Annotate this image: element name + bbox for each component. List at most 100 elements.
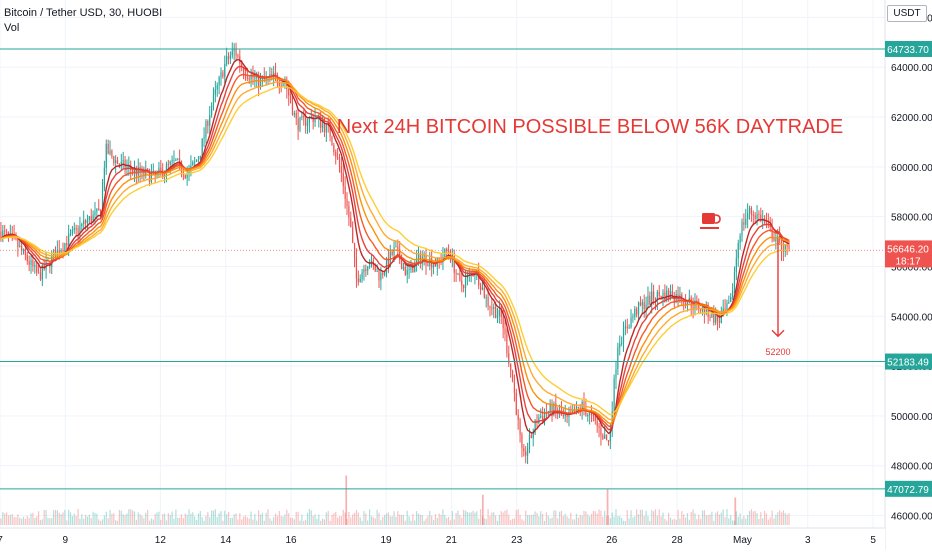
candle-body — [577, 406, 579, 408]
candle-body — [331, 136, 333, 146]
candle-body — [269, 73, 271, 77]
volume-bar — [547, 515, 549, 525]
candle-body — [179, 158, 181, 161]
volume-bar — [201, 517, 203, 525]
volume-bar — [728, 518, 730, 525]
candle-body — [748, 208, 751, 214]
volume-bar — [491, 512, 493, 525]
candle-body — [414, 262, 416, 273]
volume-bar — [628, 518, 630, 525]
volume-bar — [622, 520, 625, 525]
price-tick-label: 58000.00 — [891, 213, 932, 224]
candle-body — [22, 249, 25, 251]
candle-body — [666, 290, 668, 301]
ema-line — [0, 65, 790, 431]
volume-bar — [545, 512, 548, 525]
volume-bar — [666, 520, 668, 525]
last-price-tag-bg — [885, 240, 932, 268]
volume-bar — [391, 516, 393, 525]
candle-body — [745, 218, 747, 225]
candle-body — [709, 317, 711, 319]
candle-body — [634, 308, 636, 317]
volume-bar — [122, 514, 124, 525]
volume-bar — [493, 512, 495, 525]
volume-bar — [568, 518, 570, 525]
volume-bar — [573, 519, 576, 525]
volume-bar — [532, 514, 534, 525]
candle-body — [589, 413, 591, 416]
candle-body — [598, 426, 600, 428]
volume-bar — [429, 510, 431, 525]
volume-bar — [562, 515, 564, 525]
volume-bar — [698, 514, 700, 525]
volume-bar — [432, 519, 435, 525]
candle-body — [365, 269, 367, 271]
volume-bar — [83, 518, 85, 525]
time-tick-label: 26 — [606, 535, 618, 546]
level-tag-label: 64733.70 — [887, 45, 929, 56]
candle-body — [566, 415, 568, 417]
candle-body — [320, 116, 322, 128]
volume-bar — [711, 511, 713, 525]
volume-bar — [199, 510, 201, 525]
volume-bar — [611, 512, 613, 525]
volume-bar — [139, 514, 141, 525]
candle-body — [767, 223, 769, 225]
volume-bar — [709, 514, 711, 525]
candle-body — [241, 63, 243, 68]
volume-bar — [28, 518, 30, 525]
volume-bar — [555, 510, 557, 525]
candle-body — [84, 220, 87, 223]
annotations: Next 24H BITCOIN POSSIBLE BELOW 56K DAYT… — [337, 116, 843, 357]
candle-body — [122, 160, 124, 162]
candle-body — [611, 411, 613, 429]
volume-bar — [229, 518, 232, 525]
ema-line — [0, 86, 790, 416]
volume-bar — [54, 510, 57, 525]
candle-body — [295, 113, 297, 119]
volume-bar — [320, 520, 322, 525]
candle-body — [66, 243, 68, 246]
level-tag-bg — [885, 353, 932, 370]
candle-body — [647, 295, 649, 305]
volume-bar — [96, 513, 98, 525]
candle-body — [408, 269, 410, 271]
volume-bar — [741, 518, 743, 525]
volume-bar — [423, 520, 425, 525]
candle-body — [651, 291, 653, 305]
volume-bar — [658, 509, 660, 525]
candle-body — [573, 410, 576, 413]
candle-body — [94, 211, 96, 215]
volume-bar — [637, 514, 640, 525]
candle-body — [622, 327, 625, 343]
candle-body — [500, 309, 502, 317]
volume-bar — [325, 512, 327, 525]
candle-body — [107, 143, 109, 154]
volume-bar — [679, 518, 681, 525]
candle-body — [282, 83, 284, 86]
candle-body — [284, 83, 286, 85]
volume-bar — [577, 517, 579, 525]
time-tick-label: 9 — [63, 535, 69, 546]
time-tick-label: 19 — [381, 535, 393, 546]
candle-body — [34, 265, 36, 267]
volume-bar — [743, 515, 745, 525]
volume-bar — [754, 510, 756, 525]
candle-body — [115, 160, 117, 164]
volume-bar — [103, 515, 105, 525]
volume-bar — [737, 516, 739, 525]
currency-badge[interactable]: USDT — [887, 5, 927, 22]
volume-bar — [641, 509, 643, 525]
volume-bar — [318, 514, 320, 525]
volume-bar — [186, 514, 188, 525]
volume-bar — [530, 515, 532, 525]
time-tick-label: May — [733, 535, 752, 546]
candle-body — [62, 250, 64, 252]
volume-bar — [145, 512, 147, 525]
candle-body — [519, 419, 521, 435]
volume-bar — [124, 515, 126, 525]
volume-bar — [353, 512, 356, 525]
volume-bar — [158, 511, 160, 525]
